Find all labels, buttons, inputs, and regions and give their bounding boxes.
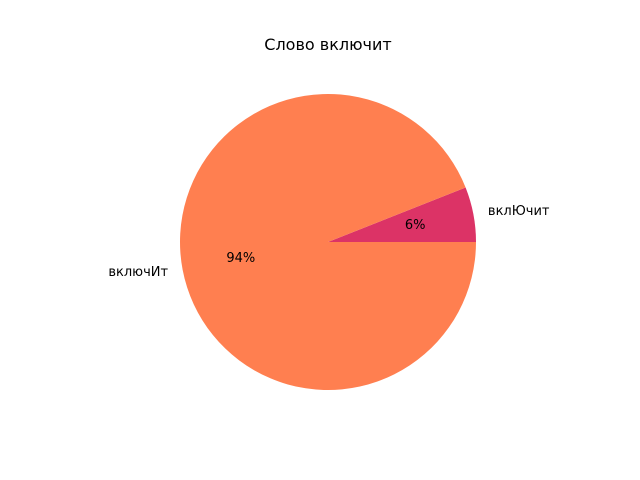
slice-label-1: включИт bbox=[108, 265, 168, 280]
chart-title: Слово включит bbox=[264, 35, 391, 54]
pie-slice-1 bbox=[180, 94, 477, 391]
pie-slice-0 bbox=[328, 187, 476, 242]
pie-labels: вклЮчит 6% включИт 94% bbox=[108, 204, 550, 280]
slice-percent-0: 6% bbox=[405, 218, 426, 233]
slice-percent-1: 94% bbox=[226, 251, 255, 266]
slice-label-0: вклЮчит bbox=[488, 204, 550, 219]
pie-slices bbox=[180, 94, 477, 391]
